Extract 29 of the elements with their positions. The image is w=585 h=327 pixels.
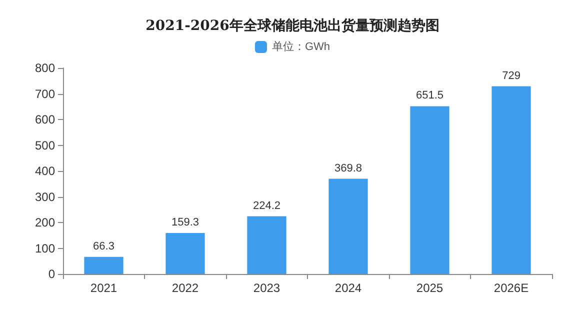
- y-tick-label: 400: [34, 164, 56, 178]
- y-tick-label: 700: [34, 86, 56, 101]
- chart-title: 2021-2026年全球储能电池出货量预测趋势图: [146, 18, 440, 34]
- y-tick-label: 300: [34, 190, 56, 204]
- data-label: 369.8: [334, 162, 362, 174]
- x-tick-label: 2024: [334, 281, 362, 295]
- data-label: 66.3: [93, 240, 114, 252]
- bar: [410, 106, 450, 274]
- x-tick-label: 2023: [253, 281, 280, 295]
- data-label: 729: [502, 70, 520, 82]
- x-tick-label: 2022: [172, 281, 199, 295]
- data-label: 159.3: [171, 216, 200, 228]
- y-tick-label: 0: [48, 267, 56, 281]
- data-label: 651.5: [416, 90, 444, 102]
- data-label: 224.2: [252, 200, 281, 212]
- y-tick-label: 600: [34, 112, 56, 126]
- y-tick-label: 100: [34, 241, 56, 256]
- bar: [84, 256, 124, 274]
- bar: [247, 216, 286, 274]
- legend-label: 单位：GWh: [272, 40, 330, 53]
- x-tick-label: 2021: [90, 281, 118, 295]
- x-tick-label: 2026E: [494, 281, 529, 295]
- bar: [328, 178, 368, 274]
- bar: [492, 86, 531, 274]
- x-tick-label: 2025: [416, 281, 444, 295]
- y-tick-label: 200: [34, 216, 56, 230]
- y-tick-label: 500: [34, 138, 56, 152]
- bar: [166, 232, 205, 274]
- y-tick-label: 800: [34, 61, 56, 75]
